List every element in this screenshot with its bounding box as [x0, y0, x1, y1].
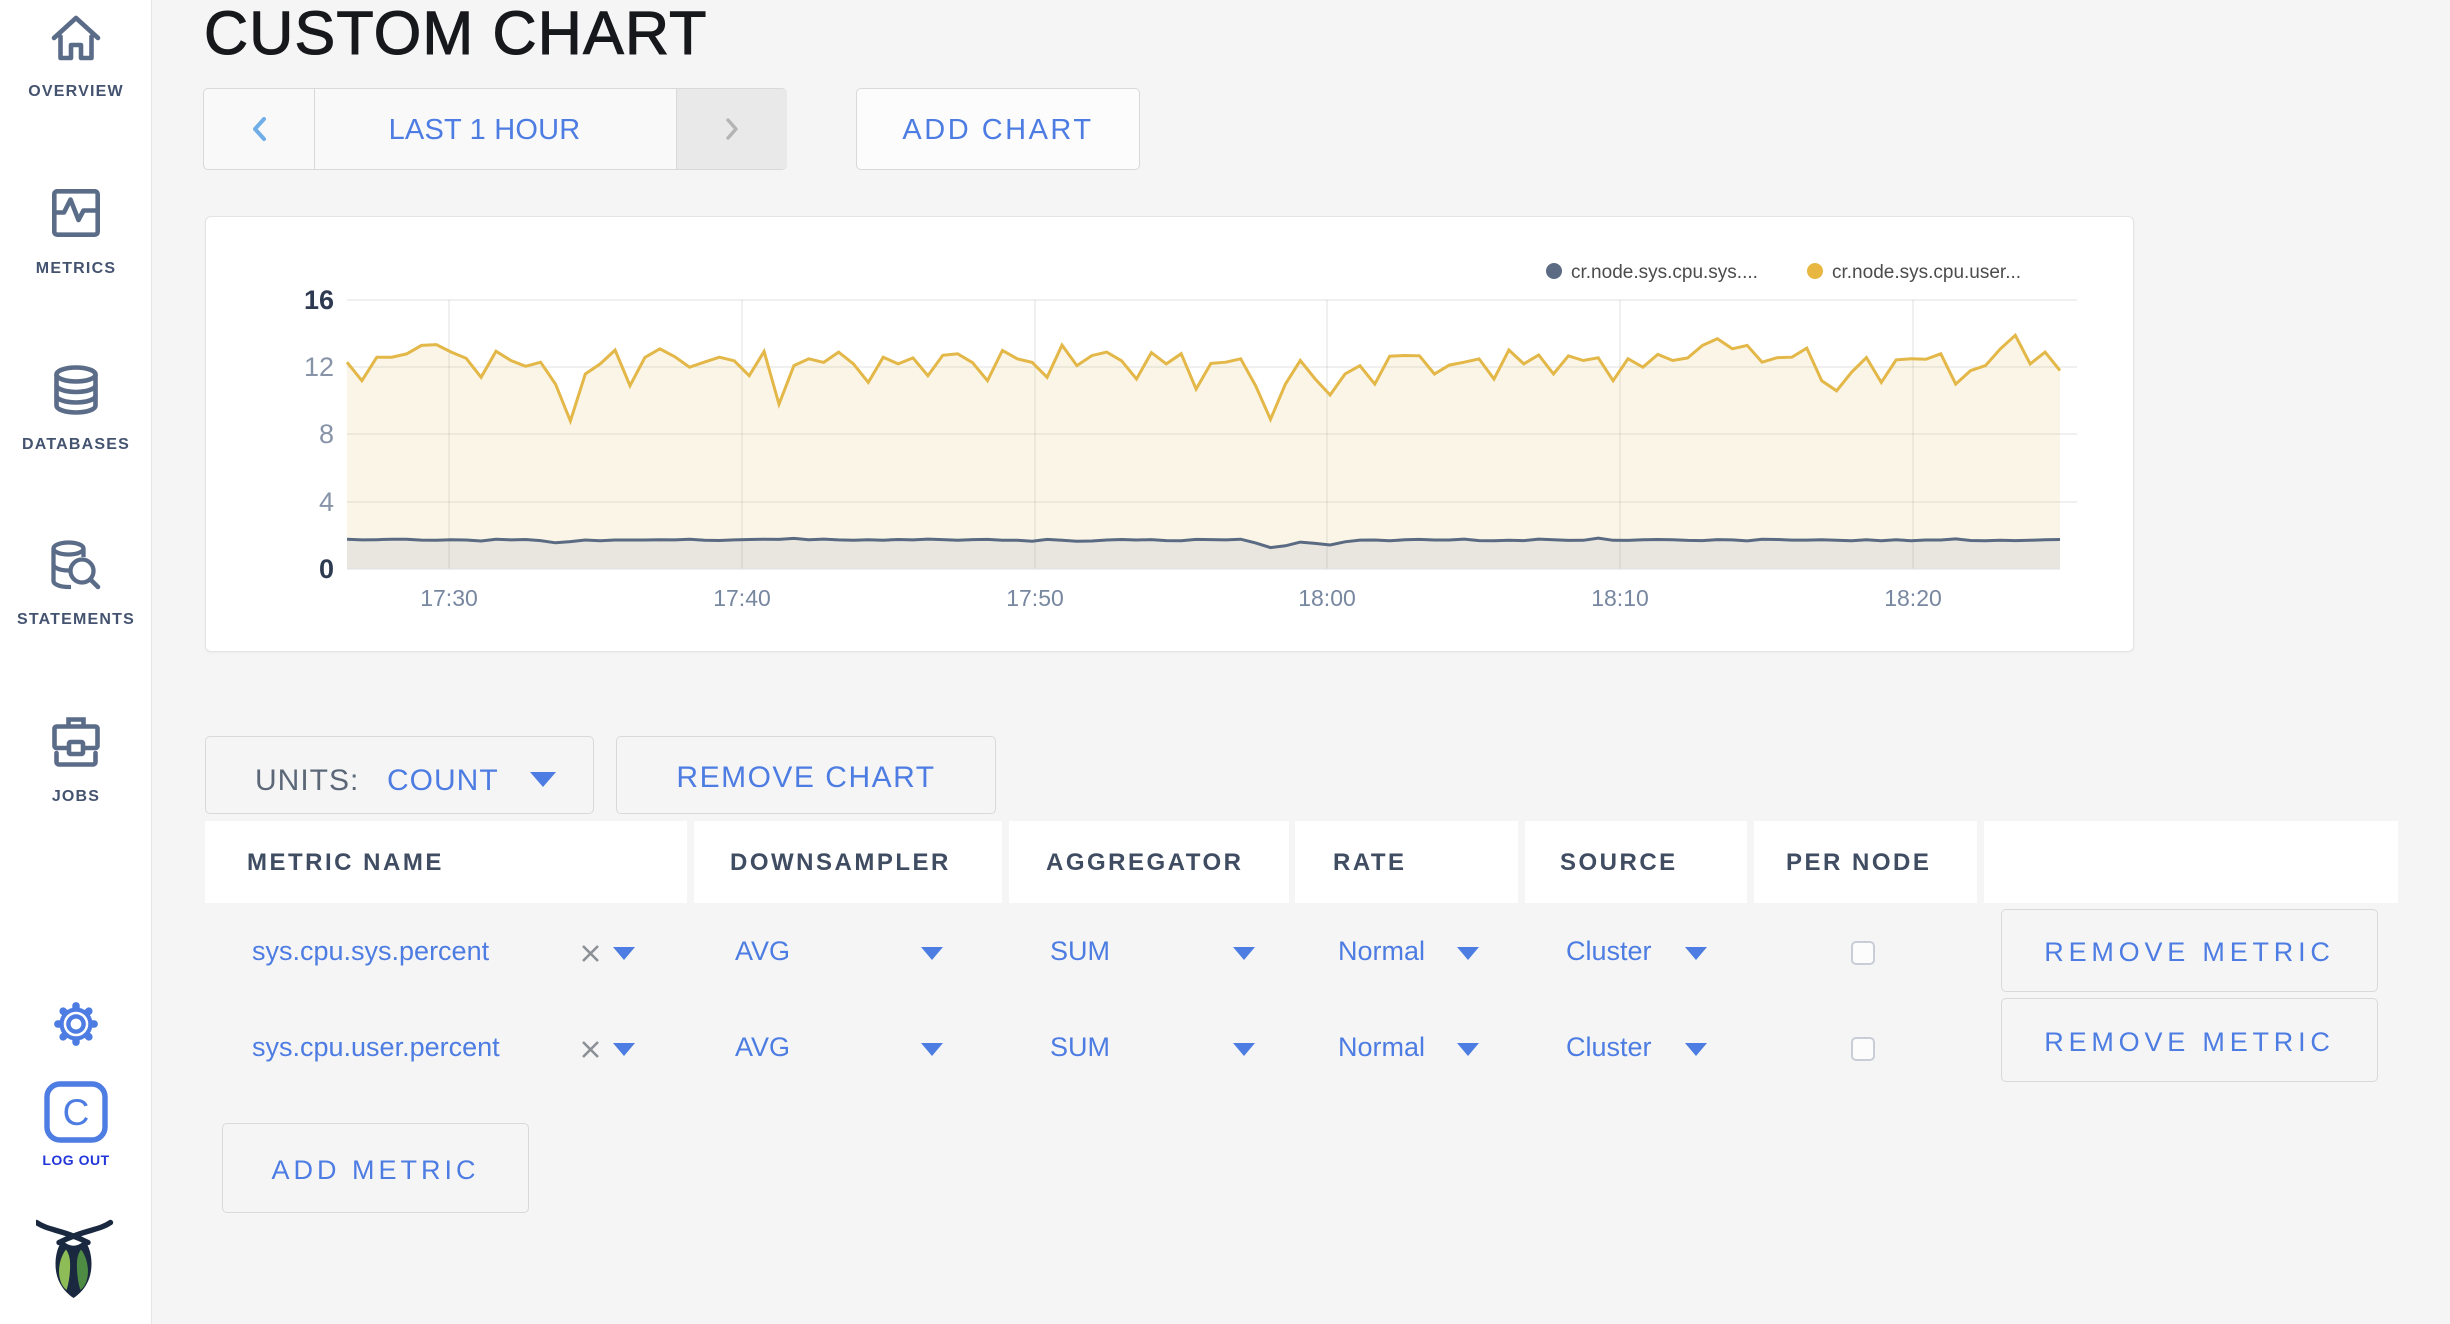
svg-text:17:40: 17:40	[713, 585, 771, 611]
svg-text:16: 16	[304, 285, 334, 315]
svg-text:0: 0	[319, 554, 334, 584]
svg-text:8: 8	[319, 419, 334, 449]
svg-text:C: C	[63, 1092, 90, 1133]
svg-text:12: 12	[304, 352, 334, 382]
svg-text:18:10: 18:10	[1591, 585, 1649, 611]
svg-text:18:00: 18:00	[1298, 585, 1356, 611]
svg-text:cr.node.sys.cpu.user...: cr.node.sys.cpu.user...	[1832, 262, 2021, 283]
svg-text:17:50: 17:50	[1006, 585, 1064, 611]
svg-text:17:30: 17:30	[420, 585, 478, 611]
svg-text:4: 4	[319, 487, 334, 517]
svg-text:cr.node.sys.cpu.sys....: cr.node.sys.cpu.sys....	[1571, 262, 1758, 283]
svg-text:18:20: 18:20	[1884, 585, 1942, 611]
